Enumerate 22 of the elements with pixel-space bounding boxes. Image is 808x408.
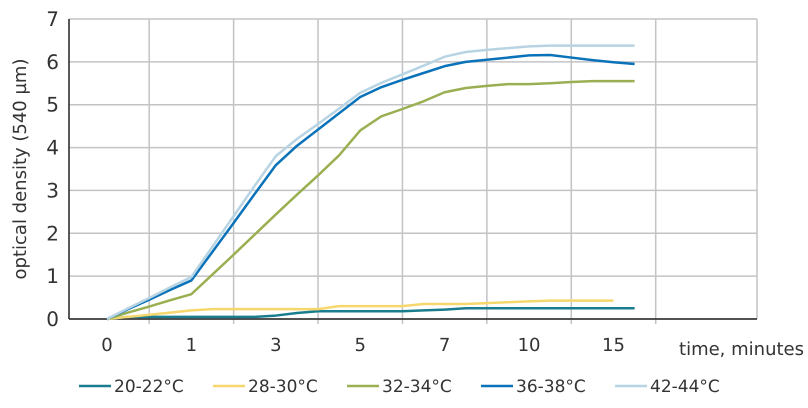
legend-label: 32-34°C [382,376,452,397]
y-tick-label: 1 [46,264,59,288]
x-tick-label: 3 [270,335,282,356]
y-tick-label: 0 [46,307,59,331]
x-tick-label: 15 [602,335,625,356]
y-axis-title: optical density (540 µm) [10,58,31,280]
x-tick-label: 0 [101,335,113,356]
x-tick-label: 5 [354,335,366,356]
x-tick-label: 1 [186,335,198,356]
y-tick-label: 6 [46,50,59,74]
y-tick-label: 7 [46,7,59,31]
legend-label: 28-30°C [248,376,318,397]
y-tick-label: 2 [46,221,59,246]
x-tick-label: 7 [438,335,450,356]
y-tick-label: 3 [46,178,59,202]
legend-label: 42-44°C [650,376,720,397]
x-axis-title: time, minutes [679,339,804,360]
x-tick-label: 10 [518,335,541,356]
legend-label: 36-38°C [516,376,586,397]
legend-label: 20-22°C [114,376,184,397]
y-tick-label: 4 [46,136,59,160]
y-tick-label: 5 [46,92,59,117]
